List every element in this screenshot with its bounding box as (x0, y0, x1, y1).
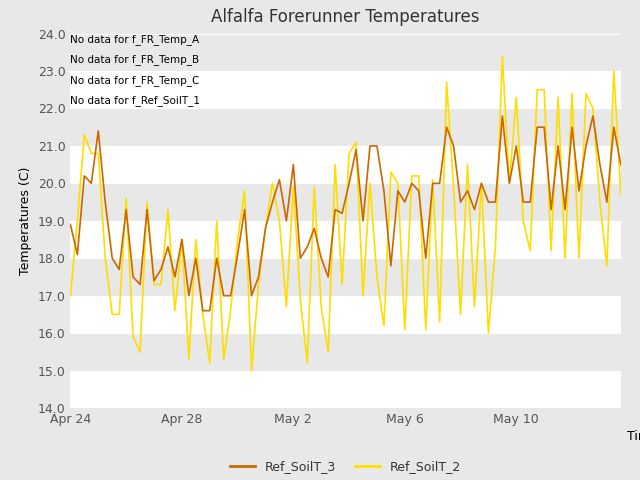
Bar (70, 108, 621, 146)
Ref_SoilT_2 (248, 368, 255, 373)
Ref_SoilT_3 (67, 222, 74, 228)
Ref_SoilT_3 (199, 308, 207, 313)
Title: Alfalfa Forerunner Temperatures: Alfalfa Forerunner Temperatures (211, 9, 480, 26)
Ref_SoilT_3 (408, 180, 415, 186)
Ref_SoilT_3 (317, 255, 325, 261)
Ref_SoilT_3 (499, 113, 506, 119)
Ref_SoilT_2 (450, 184, 458, 190)
Bar (70, 258, 621, 296)
Y-axis label: Temperatures (C): Temperatures (C) (19, 167, 32, 275)
Ref_SoilT_2 (401, 326, 409, 332)
Bar (70, 371, 621, 408)
Ref_SoilT_3 (401, 199, 409, 205)
Text: No data for f_Ref_SoilT_1: No data for f_Ref_SoilT_1 (70, 96, 200, 106)
Bar (70, 34, 621, 71)
Text: No data for f_FR_Temp_A: No data for f_FR_Temp_A (70, 34, 200, 45)
Text: No data for f_FR_Temp_C: No data for f_FR_Temp_C (70, 75, 200, 86)
Ref_SoilT_2 (429, 177, 436, 182)
Ref_SoilT_2 (317, 304, 325, 310)
Text: No data for f_FR_Temp_B: No data for f_FR_Temp_B (70, 54, 200, 65)
Ref_SoilT_3 (617, 162, 625, 168)
Line: Ref_SoilT_3: Ref_SoilT_3 (70, 116, 621, 311)
Bar (70, 296, 621, 333)
Legend: Ref_SoilT_3, Ref_SoilT_2: Ref_SoilT_3, Ref_SoilT_2 (225, 456, 466, 479)
Ref_SoilT_3 (429, 180, 436, 186)
Ref_SoilT_2 (617, 192, 625, 197)
Ref_SoilT_2 (568, 91, 576, 96)
Ref_SoilT_2 (67, 293, 74, 299)
Ref_SoilT_2 (408, 173, 415, 179)
Bar (70, 71, 621, 108)
Ref_SoilT_3 (568, 124, 576, 130)
Bar (70, 333, 621, 371)
X-axis label: Time: Time (627, 431, 640, 444)
Bar (70, 221, 621, 258)
Line: Ref_SoilT_2: Ref_SoilT_2 (70, 56, 621, 371)
Bar (70, 183, 621, 221)
Bar (70, 146, 621, 183)
Ref_SoilT_3 (450, 143, 458, 149)
Ref_SoilT_2 (499, 53, 506, 59)
